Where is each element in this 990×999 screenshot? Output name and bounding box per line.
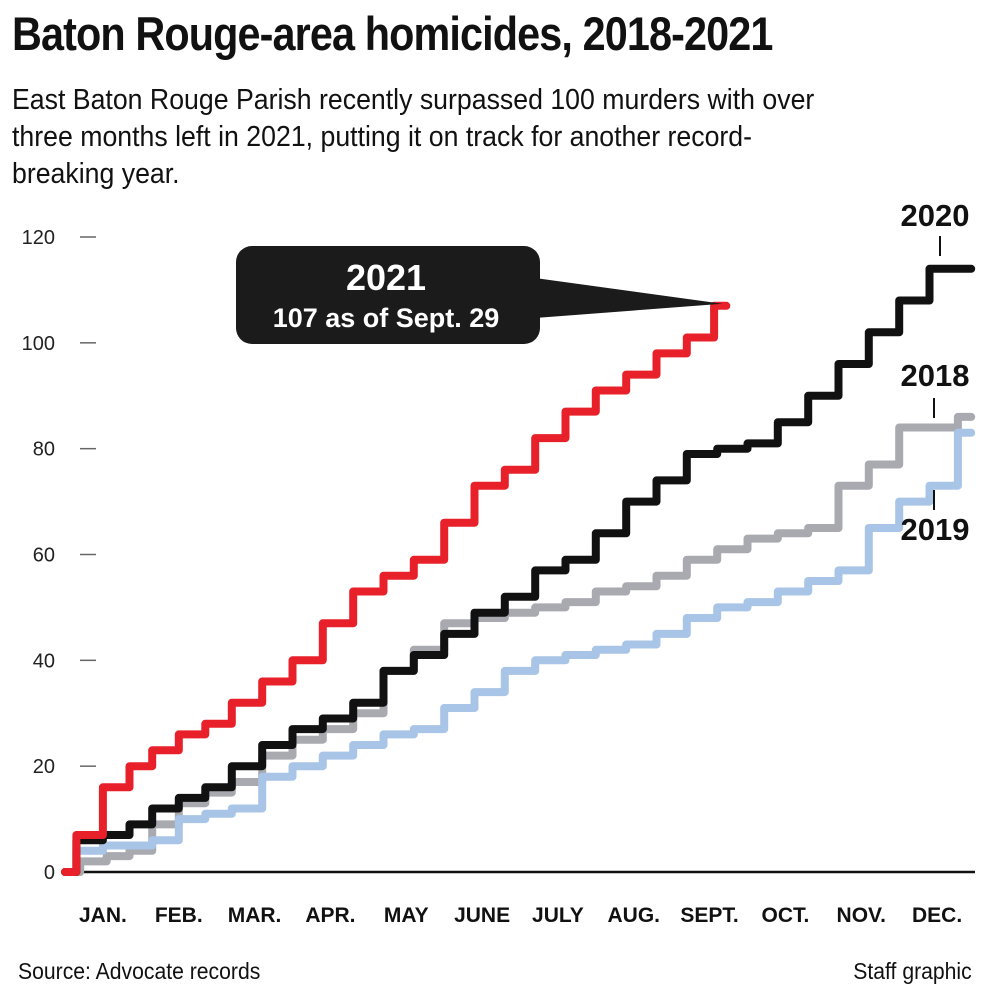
callout-box	[236, 246, 540, 344]
series-label-2019: 2019	[901, 512, 970, 547]
series-line-2020	[61, 264, 976, 876]
source-note: Source: Advocate records	[18, 958, 261, 984]
series-label-2020: 2020	[901, 198, 970, 233]
x-tick-label: MAR.	[228, 904, 282, 927]
page-subtitle: East Baton Rouge Parish recently surpass…	[12, 84, 815, 190]
x-tick-label: APR.	[305, 904, 355, 927]
x-tick-label: JULY	[532, 904, 584, 927]
series-line-2021	[61, 301, 731, 876]
series-label-2018: 2018	[901, 358, 970, 393]
x-tick-label: JUNE	[454, 904, 510, 927]
x-tick-label: AUG.	[608, 904, 661, 927]
callout-title: 2021	[346, 257, 426, 298]
y-tick-label: 20	[33, 756, 55, 778]
series-lines	[61, 264, 976, 876]
x-tick-label: MAY	[384, 904, 429, 927]
x-tick-label: NOV.	[837, 904, 886, 927]
x-tick-label: JAN.	[79, 904, 127, 927]
series-line-2019	[61, 428, 976, 876]
series-line-2018	[61, 412, 976, 876]
x-tick-label: FEB.	[155, 904, 203, 927]
page-title: Baton Rouge-area homicides, 2018-2021	[12, 7, 773, 60]
x-axis: JAN. FEB. MAR. APR. MAY JUNE JULY AUG. SEPT. OCT.…	[65, 870, 975, 927]
callout-subtitle: 107 as of Sept. 29	[273, 303, 500, 333]
y-tick-label: 80	[33, 439, 55, 461]
callout-pointer	[535, 278, 723, 318]
y-tick-label: 100	[22, 333, 55, 355]
y-tick-label: 0	[44, 862, 55, 884]
annotations: 2021 107 as of Sept. 29 2018 2019 2020	[236, 198, 969, 547]
x-tick-label: OCT.	[761, 904, 809, 927]
y-tick-label: 120	[22, 227, 55, 249]
y-tick-label: 60	[33, 545, 55, 567]
y-tick-label: 40	[33, 650, 55, 672]
credit-note: Staff graphic	[853, 958, 972, 984]
y-axis: 0 20 40 60 80 100 120	[22, 227, 96, 884]
x-tick-label: SEPT.	[680, 904, 738, 927]
x-tick-label: DEC.	[912, 904, 962, 927]
